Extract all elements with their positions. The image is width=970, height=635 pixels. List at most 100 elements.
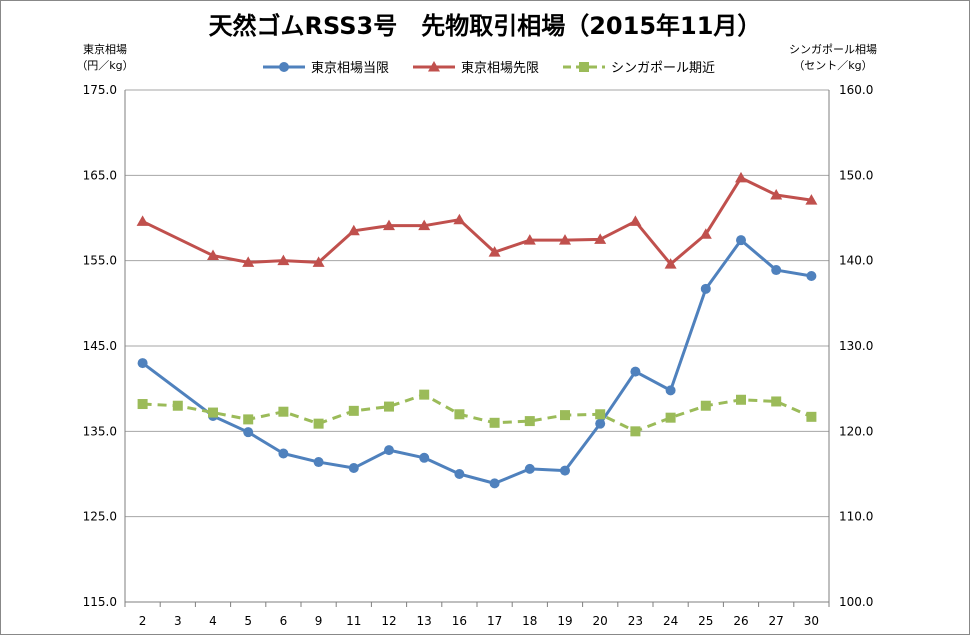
y-right-tick-label: 110.0 xyxy=(839,510,873,524)
data-point xyxy=(489,417,500,428)
x-tick-label: 27 xyxy=(769,614,784,628)
y-right-tick-label: 140.0 xyxy=(839,254,873,268)
x-tick-label: 2 xyxy=(139,614,147,628)
x-tick-label: 17 xyxy=(487,614,502,628)
data-point xyxy=(770,188,783,200)
data-point xyxy=(208,407,218,418)
data-point xyxy=(137,399,148,410)
y-left-tick-label: 165.0 xyxy=(83,168,117,182)
legend-swatch-marker xyxy=(579,62,589,72)
data-point xyxy=(418,219,431,231)
x-tick-label: 30 xyxy=(804,614,819,628)
x-tick-label: 12 xyxy=(381,614,396,628)
y-left-tick-label: 145.0 xyxy=(83,339,117,353)
data-point xyxy=(559,234,571,245)
data-point xyxy=(735,171,747,183)
data-point xyxy=(243,427,254,438)
data-point xyxy=(736,394,746,405)
data-point xyxy=(384,445,394,456)
y-left-tick-label: 175.0 xyxy=(83,83,117,97)
x-tick-label: 23 xyxy=(628,614,643,628)
x-tick-label: 3 xyxy=(174,614,182,628)
data-point xyxy=(313,418,324,429)
legend-item-1: 東京相場当限 xyxy=(263,60,389,76)
y-left-tick-label: 155.0 xyxy=(83,254,117,268)
data-point xyxy=(699,228,712,239)
data-point xyxy=(700,283,711,294)
data-point xyxy=(806,271,817,282)
data-point xyxy=(384,401,394,412)
legend-item-2: 東京相場先限 xyxy=(413,60,539,76)
data-point xyxy=(736,235,746,246)
y-right-tick-label: 120.0 xyxy=(839,424,873,438)
data-point xyxy=(489,478,500,489)
x-tick-label: 26 xyxy=(733,614,748,628)
data-point xyxy=(453,213,466,225)
legend-label: 東京相場先限 xyxy=(461,60,539,76)
data-point xyxy=(348,405,359,416)
series-line xyxy=(142,393,812,433)
data-point xyxy=(805,194,818,205)
x-tick-label: 5 xyxy=(244,614,252,628)
data-point xyxy=(312,256,325,267)
x-tick-label: 9 xyxy=(315,614,323,628)
x-tick-label: 6 xyxy=(280,614,288,628)
series-3 xyxy=(137,389,817,437)
x-tick-label: 25 xyxy=(698,614,713,628)
y-left-tick-label: 135.0 xyxy=(83,424,117,438)
x-tick-label: 11 xyxy=(346,614,361,628)
x-tick-label: 16 xyxy=(452,614,467,628)
data-point xyxy=(594,233,607,244)
data-point xyxy=(383,219,395,231)
data-point xyxy=(806,411,817,422)
y-left-tick-label: 115.0 xyxy=(83,595,117,609)
series-1 xyxy=(137,235,817,489)
data-point xyxy=(278,448,289,459)
data-point xyxy=(419,389,430,400)
series-line xyxy=(141,238,812,485)
legend-item-3: シンガポール期近 xyxy=(563,61,715,76)
series-layer xyxy=(136,171,818,489)
data-point xyxy=(278,406,289,417)
gridlines xyxy=(125,89,829,603)
data-point xyxy=(523,234,536,245)
data-point xyxy=(243,414,254,425)
data-point xyxy=(665,385,676,396)
data-point xyxy=(560,410,570,421)
data-point xyxy=(771,265,782,276)
y-left-tick-label: 125.0 xyxy=(83,510,117,524)
right-axis-title-line1: シンガポール相場 xyxy=(789,43,877,56)
legend: 東京相場当限 東京相場先限 シンガポール期近 xyxy=(263,60,715,76)
data-point xyxy=(664,258,677,269)
y-right-tick-label: 160.0 xyxy=(839,83,873,97)
data-point xyxy=(313,457,324,468)
series-line xyxy=(141,176,812,266)
data-point xyxy=(700,400,711,411)
data-point xyxy=(524,416,535,427)
axes: 115.0 100.0 125.0 110.0 135.0 120.0 145.0 130.0… xyxy=(83,83,874,628)
data-point xyxy=(595,418,606,429)
data-point xyxy=(454,469,465,479)
y-right-tick-label: 130.0 xyxy=(839,339,873,353)
data-point xyxy=(136,215,149,226)
left-axis-title-line1: 東京相場 xyxy=(83,42,127,56)
legend-swatch-marker xyxy=(279,62,289,72)
data-point xyxy=(454,409,465,420)
x-tick-label: 4 xyxy=(209,614,217,628)
data-point xyxy=(242,256,255,267)
y-right-tick-label: 100.0 xyxy=(839,595,873,609)
data-point xyxy=(347,224,360,236)
x-tick-label: 20 xyxy=(593,614,608,628)
data-point xyxy=(172,400,183,411)
right-axis-title-line2: （セント／kg） xyxy=(793,59,872,72)
data-point xyxy=(348,463,359,474)
y-right-tick-label: 150.0 xyxy=(839,168,873,182)
x-tick-label: 24 xyxy=(663,614,678,628)
legend-label: 東京相場当限 xyxy=(311,60,389,76)
left-axis-title-line2: （円／kg） xyxy=(76,59,133,72)
data-point xyxy=(595,409,606,420)
x-tick-label: 18 xyxy=(522,614,537,628)
data-point xyxy=(277,254,290,266)
